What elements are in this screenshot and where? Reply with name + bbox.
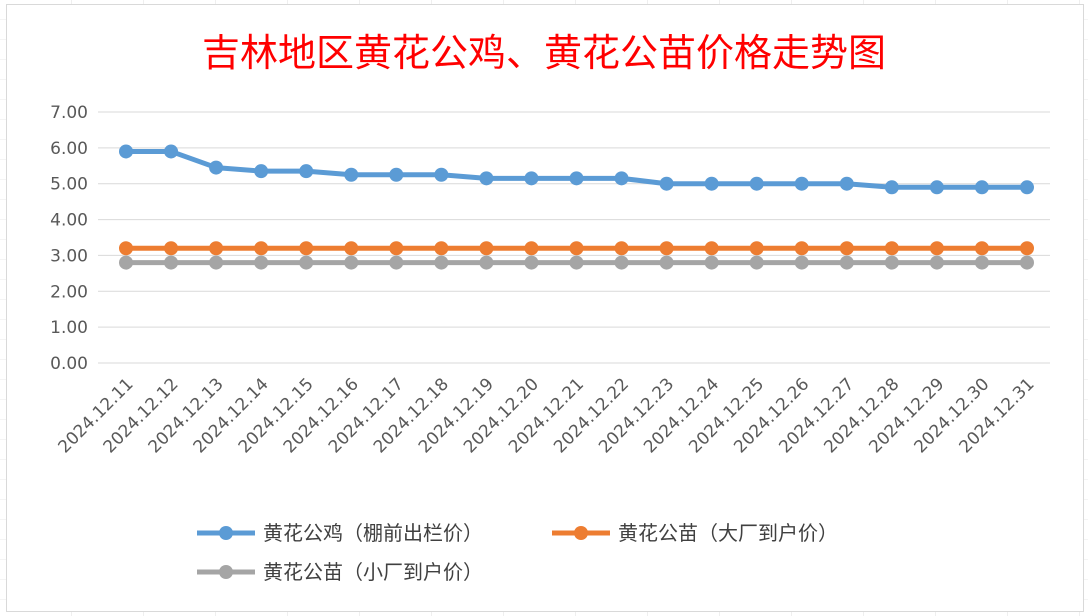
data-point [434, 167, 449, 182]
y-tick-label: 6.00 [50, 139, 88, 159]
y-tick-label: 4.00 [50, 211, 88, 231]
data-point [209, 255, 224, 270]
data-point [839, 241, 854, 256]
data-point [884, 255, 899, 270]
data-point [164, 241, 179, 256]
data-point [479, 255, 494, 270]
x-axis-ticks: 2024.12.112024.12.122024.12.132024.12.14… [55, 374, 1039, 457]
data-point [659, 255, 674, 270]
series-lines [119, 144, 1034, 270]
grid-lines [98, 111, 1050, 364]
data-point [254, 241, 269, 256]
data-point [209, 241, 224, 256]
data-point [164, 144, 179, 159]
data-point [839, 176, 854, 191]
data-point [299, 255, 314, 270]
data-point [794, 255, 809, 270]
data-point [164, 255, 179, 270]
data-point [344, 167, 359, 182]
data-point [704, 241, 719, 256]
data-point [884, 180, 899, 195]
data-point [659, 176, 674, 191]
data-point [254, 164, 269, 179]
y-axis-ticks: 0.00 1.00 2.00 3.00 4.00 5.00 6.00 7.00 [50, 103, 88, 374]
data-point [209, 160, 224, 175]
data-point [344, 255, 359, 270]
data-point [479, 241, 494, 256]
chart-title: 吉林地区黄花公鸡、黄花公苗价格走势图 [201, 31, 886, 75]
data-point [299, 164, 314, 179]
legend-label: 黄花公苗（小厂到户价） [263, 560, 483, 584]
data-point [749, 241, 764, 256]
data-point [749, 255, 764, 270]
y-tick-label: 3.00 [50, 246, 88, 266]
data-point [524, 255, 539, 270]
data-point [749, 176, 764, 191]
data-point [929, 180, 944, 195]
data-point [569, 255, 584, 270]
data-point [614, 171, 629, 186]
data-point [614, 255, 629, 270]
data-point [704, 176, 719, 191]
data-point [839, 255, 854, 270]
data-point [704, 255, 719, 270]
data-point [569, 171, 584, 186]
data-point [479, 171, 494, 186]
data-point [659, 241, 674, 256]
data-point [974, 180, 989, 195]
data-point [119, 255, 133, 270]
chart-area[interactable] [6, 4, 1084, 612]
y-tick-label: 7.00 [50, 103, 88, 123]
legend-label: 黄花公鸡（棚前出栏价） [263, 521, 483, 545]
data-point [974, 241, 989, 256]
y-tick-label: 5.00 [50, 175, 88, 195]
data-point [434, 255, 449, 270]
data-point [434, 241, 449, 256]
data-point [389, 255, 404, 270]
y-tick-label: 1.00 [50, 318, 88, 338]
legend: 黄花公鸡（棚前出栏价） 黄花公苗（大厂到户价） 黄花公苗（小厂到户价） [197, 521, 838, 584]
y-tick-label: 2.00 [50, 282, 88, 302]
data-point [344, 241, 359, 256]
legend-label: 黄花公苗（大厂到户价） [618, 521, 838, 545]
data-point [1020, 180, 1034, 195]
data-point [254, 255, 269, 270]
data-point [119, 241, 133, 256]
data-point [974, 255, 989, 270]
data-point [794, 241, 809, 256]
legend-marker [219, 565, 233, 579]
data-point [1020, 241, 1034, 256]
data-point [929, 255, 944, 270]
data-point [299, 241, 314, 256]
data-point [389, 241, 404, 256]
data-point [614, 241, 629, 256]
data-point [119, 144, 133, 159]
data-point [884, 241, 899, 256]
data-point [929, 241, 944, 256]
legend-marker [219, 526, 233, 540]
y-tick-label: 0.00 [50, 354, 88, 374]
data-point [794, 176, 809, 191]
data-point [569, 241, 584, 256]
data-point [524, 171, 539, 186]
data-point [1020, 255, 1034, 270]
data-point [389, 167, 404, 182]
legend-marker [574, 526, 588, 540]
data-point [524, 241, 539, 256]
